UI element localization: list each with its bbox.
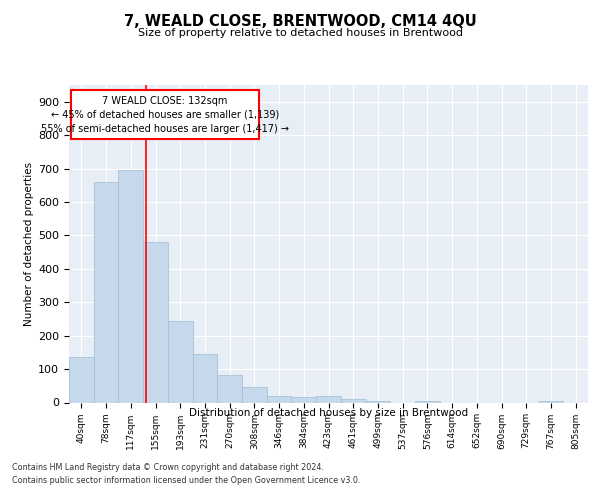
Bar — [267, 396, 292, 402]
Bar — [341, 399, 365, 402]
Text: 7 WEALD CLOSE: 132sqm
← 45% of detached houses are smaller (1,139)
55% of semi-d: 7 WEALD CLOSE: 132sqm ← 45% of detached … — [41, 96, 289, 134]
Bar — [316, 396, 341, 402]
Bar — [415, 401, 440, 402]
Bar — [193, 354, 217, 403]
Text: Contains HM Land Registry data © Crown copyright and database right 2024.: Contains HM Land Registry data © Crown c… — [12, 462, 324, 471]
Bar — [71, 90, 259, 140]
Text: Contains public sector information licensed under the Open Government Licence v3: Contains public sector information licen… — [12, 476, 361, 485]
Bar — [242, 388, 267, 402]
Text: Distribution of detached houses by size in Brentwood: Distribution of detached houses by size … — [189, 408, 469, 418]
Y-axis label: Number of detached properties: Number of detached properties — [24, 162, 34, 326]
Bar — [168, 320, 193, 402]
Bar — [365, 401, 390, 402]
Bar — [69, 358, 94, 403]
Text: 7, WEALD CLOSE, BRENTWOOD, CM14 4QU: 7, WEALD CLOSE, BRENTWOOD, CM14 4QU — [124, 14, 476, 29]
Bar — [217, 375, 242, 402]
Bar — [143, 242, 168, 402]
Bar — [94, 182, 118, 402]
Bar — [539, 401, 563, 402]
Bar — [118, 170, 143, 402]
Text: Size of property relative to detached houses in Brentwood: Size of property relative to detached ho… — [137, 28, 463, 38]
Bar — [292, 398, 316, 402]
